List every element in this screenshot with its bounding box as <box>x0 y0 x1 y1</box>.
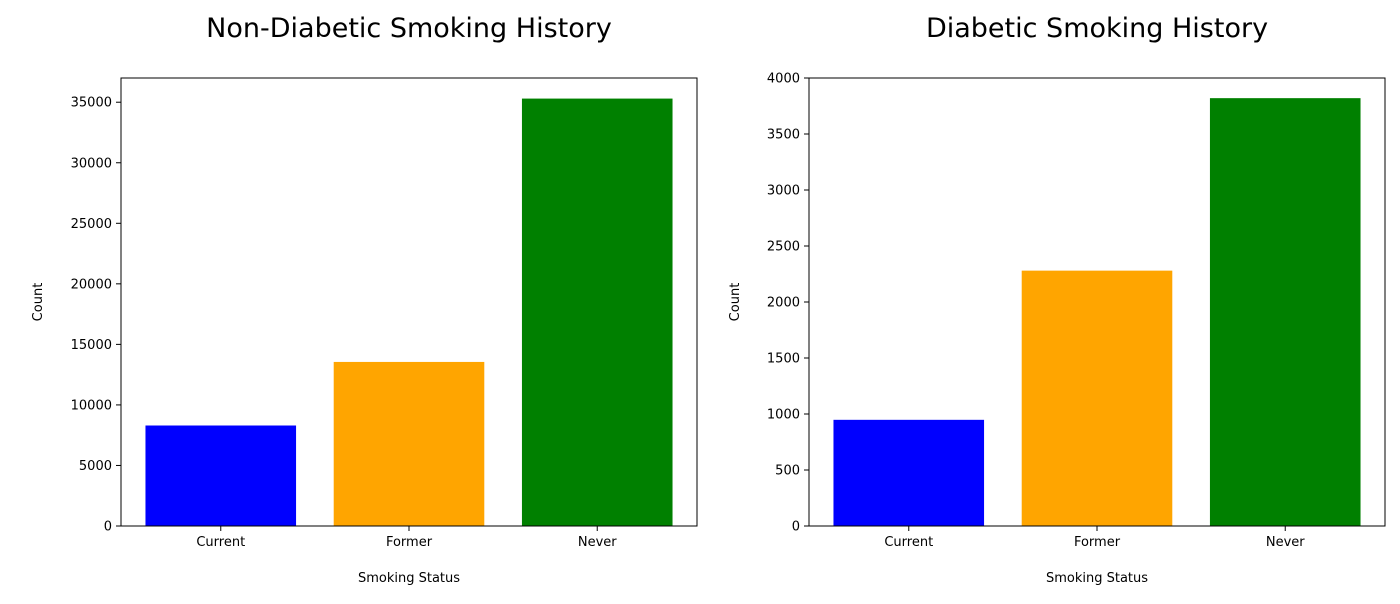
chart-title: Non-Diabetic Smoking History <box>206 13 612 44</box>
y-tick-label: 3000 <box>767 184 800 199</box>
bar-current <box>833 419 985 526</box>
y-tick-label: 2500 <box>767 240 800 255</box>
y-tick-label: 0 <box>104 520 112 535</box>
y-tick-label: 500 <box>775 464 800 479</box>
y-tick-label: 25000 <box>71 217 112 232</box>
x-axis: Current Former Never <box>196 526 617 550</box>
bar-group <box>833 98 1361 526</box>
x-axis-label: Smoking Status <box>1046 571 1148 586</box>
x-axis: Current Former Never <box>884 526 1305 550</box>
bar-former <box>1021 270 1173 526</box>
x-tick-label: Never <box>1266 535 1305 550</box>
bar-never <box>1209 98 1361 526</box>
plot-frame <box>120 77 698 527</box>
bar-former <box>333 361 485 526</box>
chart-title: Diabetic Smoking History <box>926 13 1268 44</box>
y-tick-label: 30000 <box>71 156 112 171</box>
y-tick-label: 35000 <box>71 96 112 111</box>
chart-non-diabetic: Non-Diabetic Smoking History Count Smoki… <box>31 13 698 586</box>
chart-diabetic: Diabetic Smoking History Count Smoking S… <box>728 13 1386 586</box>
bar-never <box>521 98 673 526</box>
plot-frame <box>808 77 1386 527</box>
x-axis-label: Smoking Status <box>358 571 460 586</box>
x-tick-label: Never <box>578 535 617 550</box>
y-axis-label: Count <box>31 283 46 322</box>
y-tick-label: 15000 <box>71 338 112 353</box>
y-tick-label: 0 <box>792 520 800 535</box>
y-tick-label: 4000 <box>767 72 800 87</box>
x-tick-label: Former <box>386 535 433 550</box>
bar-group <box>145 98 673 526</box>
y-tick-label: 1000 <box>767 408 800 423</box>
y-axis: 0 5000 10000 15000 20000 25000 30000 35000 <box>71 96 121 535</box>
y-tick-label: 20000 <box>71 277 112 292</box>
y-tick-label: 3500 <box>767 128 800 143</box>
x-tick-label: Current <box>196 535 245 550</box>
y-tick-label: 1500 <box>767 352 800 367</box>
y-axis: 0 500 1000 1500 2000 2500 3000 3500 4000 <box>767 72 809 535</box>
bar-current <box>145 425 297 526</box>
y-tick-label: 10000 <box>71 398 112 413</box>
y-axis-label: Count <box>728 283 743 322</box>
x-tick-label: Former <box>1074 535 1121 550</box>
x-tick-label: Current <box>884 535 933 550</box>
y-tick-label: 5000 <box>79 459 112 474</box>
y-tick-label: 2000 <box>767 296 800 311</box>
